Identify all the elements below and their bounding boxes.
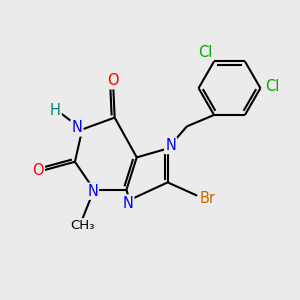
Text: N: N: [71, 120, 82, 135]
Text: CH₃: CH₃: [70, 219, 94, 232]
Text: Cl: Cl: [198, 45, 212, 60]
Text: O: O: [107, 73, 119, 88]
Text: O: O: [32, 163, 44, 178]
Text: Br: Br: [200, 191, 215, 206]
Text: N: N: [122, 196, 134, 211]
Text: Cl: Cl: [266, 79, 280, 94]
Text: H: H: [50, 103, 61, 118]
Text: N: N: [165, 138, 176, 153]
Text: N: N: [87, 184, 98, 199]
